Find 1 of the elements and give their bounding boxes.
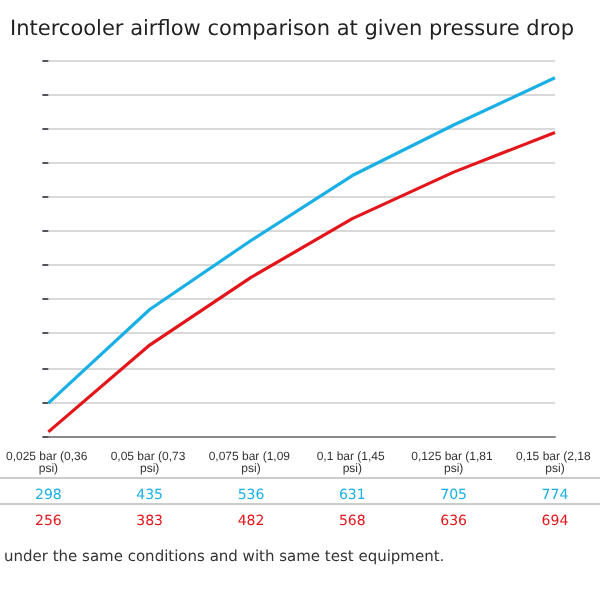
chart-title: Intercooler airflow comparison at given pressure drop (10, 17, 575, 41)
